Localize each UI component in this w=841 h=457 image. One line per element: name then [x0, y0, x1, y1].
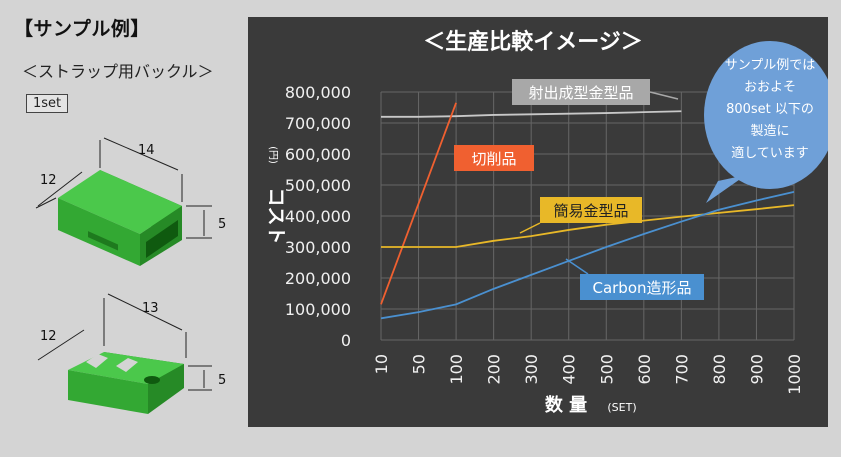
x-tick-label: 400	[560, 354, 579, 385]
series-label-injection-mold-box	[512, 79, 650, 105]
buckle-part-1-icon	[58, 170, 182, 266]
x-tick-label: 800	[710, 354, 729, 385]
x-tick-label: 1000	[785, 354, 804, 395]
series-label-injection-mold-leader	[649, 91, 679, 100]
x-tick-label: 900	[747, 354, 766, 385]
callout-line: サンプル例では	[725, 58, 816, 73]
x-tick-label: 700	[672, 354, 691, 385]
y-tick-label: 0	[341, 331, 351, 350]
series-label-simple-mold-box	[540, 197, 642, 223]
y-tick-label: 800,000	[285, 83, 351, 102]
part-1-width-label: 12	[40, 173, 57, 188]
x-tick-label: 10	[372, 354, 391, 374]
callout-line: 製造に	[750, 124, 789, 139]
part-2-height-label: 5	[218, 373, 226, 388]
series-line-injection-mold	[381, 110, 682, 118]
sample-subtitle: ＜ストラップ用バックル＞	[22, 62, 214, 81]
y-tick-label: 700,000	[285, 114, 351, 133]
series-line-carbon	[380, 190, 795, 320]
x-axis-label: 数 量	[545, 394, 587, 416]
x-tick-label: 200	[485, 354, 504, 385]
y-tick-label: 100,000	[285, 300, 351, 319]
series-label-carbon-box	[580, 274, 704, 300]
x-tick-label: 50	[410, 354, 429, 374]
x-tick-label: 100	[447, 354, 466, 385]
part-2-width-label: 12	[40, 329, 57, 344]
y-tick-label: 200,000	[285, 269, 351, 288]
buckle-part-2-icon	[68, 352, 184, 414]
y-axis-unit: (円)	[267, 146, 278, 164]
sample-title: 【サンプル例】	[14, 18, 150, 40]
series-label-injection-mold: 射出成型金型品	[528, 84, 633, 102]
x-tick-label: 600	[635, 354, 654, 385]
series-line-cutting	[380, 102, 457, 305]
callout-line: 800set 以下の	[726, 102, 814, 117]
x-tick-label: 300	[522, 354, 541, 385]
part-2-length-label: 13	[142, 301, 159, 316]
y-axis-label: コスト	[265, 187, 287, 244]
chart-panel: 0 100,000 200,000 300,000 400,000 500,000 600,…	[248, 17, 828, 427]
y-tick-label: 300,000	[285, 238, 351, 257]
callout-bubble	[704, 41, 828, 189]
x-axis-unit: (SET)	[607, 401, 636, 414]
series-label-cutting-box	[454, 145, 534, 171]
callout-line: 適しています	[731, 145, 809, 161]
series-label-carbon-leader	[565, 258, 589, 275]
part-1-height-label: 5	[218, 217, 226, 232]
part-1-length-label: 14	[138, 143, 155, 158]
callout-line: おおよそ	[744, 80, 796, 95]
series-label-cutting: 切削品	[471, 150, 516, 168]
x-tick-label: 500	[597, 354, 616, 385]
y-tick-label: 600,000	[285, 145, 351, 164]
series-label-carbon: Carbon造形品	[592, 279, 691, 297]
part-2-dimensions	[37, 293, 212, 391]
part-1-dimensions	[35, 137, 212, 239]
y-tick-label: 400,000	[285, 207, 351, 226]
series-line-simple-mold	[381, 204, 795, 248]
series-label-simple-mold-leader	[519, 222, 541, 234]
quantity-badge: 1set	[26, 94, 69, 113]
y-tick-label: 500,000	[285, 176, 351, 195]
production-cost-chart: 0 100,000 200,000 300,000 400,000 500,000 600,…	[265, 29, 828, 416]
series-label-simple-mold: 簡易金型品	[553, 202, 628, 220]
chart-title: ＜生産比較イメージ＞	[423, 29, 643, 55]
callout-tail	[706, 175, 746, 203]
parts-illustration: 14 12 5 13 12 5	[35, 137, 226, 414]
